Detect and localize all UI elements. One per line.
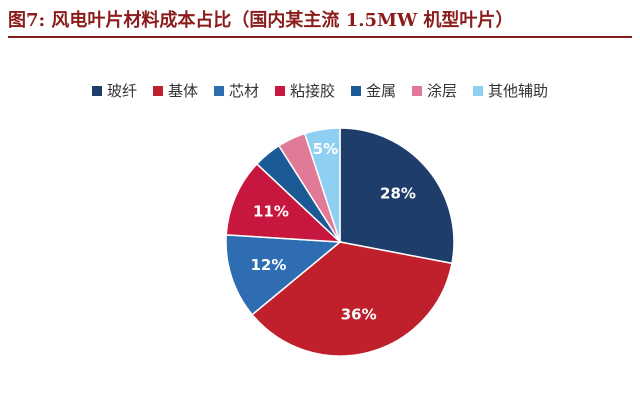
legend-item: 其他辅助 <box>473 80 548 101</box>
pie-slice <box>251 241 453 357</box>
legend-swatch <box>274 85 285 96</box>
legend-swatch <box>473 85 484 96</box>
legend-label: 其他辅助 <box>488 82 549 100</box>
legend-label: 粘接胶 <box>289 82 335 100</box>
legend-label: 基体 <box>167 82 198 100</box>
legend-label: 芯材 <box>228 82 259 100</box>
data-label: 5% <box>313 140 338 158</box>
legend-item: 芯材 <box>213 80 259 101</box>
legend-swatch <box>213 85 224 96</box>
legend: 玻纤 基体 芯材 粘接胶 金属 涂层 其他辅助 <box>0 80 640 101</box>
legend-swatch <box>412 85 423 96</box>
data-label: 28% <box>380 185 416 203</box>
legend-item: 涂层 <box>412 80 457 101</box>
legend-item: 粘接胶 <box>274 80 335 101</box>
pie-slice <box>303 127 341 243</box>
legend-item: 基体 <box>152 80 198 101</box>
pie-slice <box>225 234 342 316</box>
legend-swatch <box>351 85 361 96</box>
legend-swatch <box>152 85 163 96</box>
pie-slice <box>339 127 455 265</box>
legend-swatch <box>91 85 102 96</box>
pie-slice <box>225 162 343 243</box>
legend-item: 玻纤 <box>91 80 137 101</box>
legend-label: 玻纤 <box>106 82 137 100</box>
data-label: 36% <box>341 305 377 323</box>
legend-item: 金属 <box>351 80 396 101</box>
data-label: 11% <box>253 203 289 221</box>
title-rule <box>8 36 632 38</box>
legend-label: 涂层 <box>427 82 458 100</box>
data-label: 12% <box>250 256 286 274</box>
chart-title: 图7: 风电叶片材料成本占比（国内某主流 1.5MW 机型叶片） <box>8 10 514 31</box>
legend-label: 金属 <box>366 82 397 100</box>
